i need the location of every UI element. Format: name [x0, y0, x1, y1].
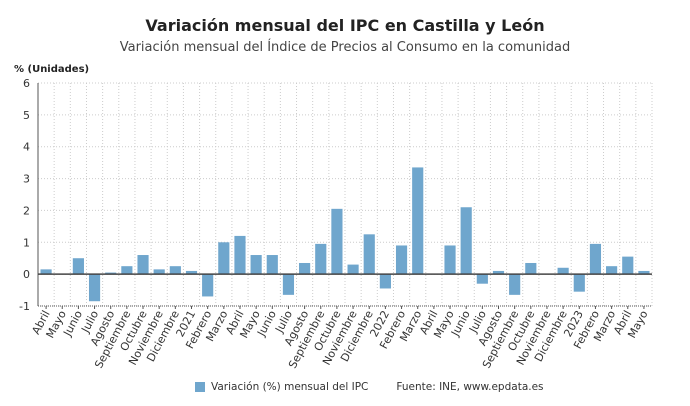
bar [460, 207, 472, 275]
bar [266, 255, 278, 275]
y-tick-label: 6 [23, 77, 30, 90]
bar [202, 274, 214, 297]
y-tick-label: 3 [23, 173, 30, 186]
bar [363, 234, 375, 275]
y-tick-label: 2 [23, 204, 30, 217]
y-tick-label: 0 [23, 268, 30, 281]
chart-subtitle: Variación mensual del Índice de Precios … [119, 40, 571, 55]
bar [347, 264, 359, 275]
bar [299, 262, 311, 275]
bar [218, 242, 230, 275]
bar [444, 245, 456, 275]
chart-title: Variación mensual del IPC en Castilla y … [145, 16, 545, 35]
bar [412, 167, 424, 275]
source-text: Fuente: INE, www.epdata.es [396, 381, 544, 393]
bar [395, 245, 408, 275]
bar [589, 243, 602, 275]
bar [315, 243, 327, 275]
bar [492, 270, 505, 275]
bar [169, 266, 181, 275]
bar [40, 269, 52, 275]
bar [379, 274, 391, 289]
y-axis-label: % (Unidades) [14, 64, 90, 75]
legend: Variación (%) mensual del IPC Fuente: IN… [195, 381, 544, 393]
y-tick-label: 1 [23, 236, 30, 249]
bar [250, 255, 262, 275]
bar [105, 272, 117, 275]
bar [234, 235, 246, 275]
bar [557, 267, 569, 275]
bar [638, 270, 650, 275]
bar [282, 274, 295, 295]
bar [153, 269, 165, 275]
bar [476, 274, 488, 284]
bar [88, 274, 101, 302]
bar [606, 266, 618, 275]
legend-label: Variación (%) mensual del IPC [211, 381, 369, 393]
y-tick-label: -1 [19, 300, 30, 313]
bar [137, 255, 149, 275]
bar [72, 258, 84, 275]
bar [622, 256, 634, 275]
bar [121, 266, 133, 275]
bar [573, 274, 585, 292]
bar [509, 274, 521, 295]
y-tick-label: 4 [23, 141, 30, 154]
bar [185, 270, 198, 275]
bar [525, 262, 537, 275]
y-tick-label: 5 [23, 109, 30, 122]
bar [331, 208, 343, 275]
legend-swatch [195, 382, 205, 392]
